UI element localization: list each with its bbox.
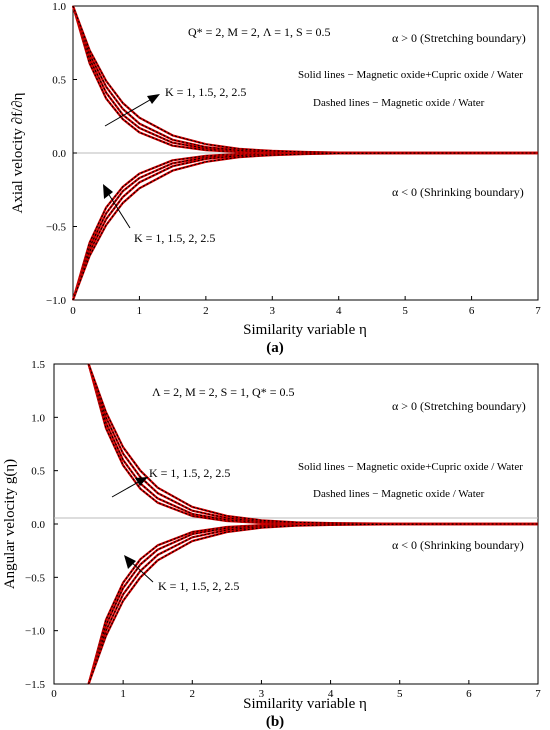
panel-a-stretching-dashed-curve (72, 5, 538, 154)
panel-a-x-tick-label: 7 (535, 305, 541, 317)
panel-a-lower-arrow-head (103, 184, 113, 199)
panel-a-x-tick-label: 0 (70, 305, 76, 317)
panel-a-shrinking-dashed-curve (72, 152, 538, 301)
panel-a-solid-note: Solid lines − Magnetic oxide+Cupric oxid… (298, 69, 523, 81)
panel-a-shrinking-solid-curve (71, 151, 538, 301)
panel-b-label: (b) (266, 714, 284, 730)
panel-b-k-lower-label: K = 1, 1.5, 2, 2.5 (158, 579, 239, 593)
panel-b-x-ticks: 0 1 2 3 4 5 6 7 (51, 680, 541, 700)
panel-a-y-tick-label: −1.0 (46, 295, 66, 307)
panel-a-upper-arrow-shaft (104, 96, 156, 127)
panel-a-shrinking-dashed-curve (72, 152, 538, 301)
panel-b-params: Λ = 2, M = 2, S = 1, Q* = 0.5 (152, 385, 294, 399)
panel-a-x-tick-label: 5 (402, 305, 408, 317)
panel-a-shrinking-solid-curve (71, 151, 538, 301)
panel-b-y-tick-label: −0.5 (25, 572, 45, 584)
panel-a-y-tick-label: 1.0 (52, 1, 66, 13)
panel-b-y-tick-label: 0.5 (31, 466, 45, 478)
panel-b-x-tick-label: 7 (535, 688, 541, 700)
panel-a: 0 1 2 3 4 5 6 7 1.0 0.5 0.0 −0.5 −1.0 Similarity va… (10, 1, 541, 356)
panel-a-y-tick-label: 0.0 (52, 148, 66, 160)
panel-b-solid-note: Solid lines − Magnetic oxide+Cupric oxid… (298, 461, 523, 473)
panel-b-x-tick-label: 2 (190, 688, 196, 700)
panel-a-curves (71, 5, 538, 301)
panel-b-stretching-label: α > 0 (Stretching boundary) (392, 399, 526, 413)
panel-b-y-tick-label: 1.0 (31, 412, 45, 424)
panel-a-x-tick-label: 4 (336, 305, 342, 317)
panel-b-upper-arrow-head (135, 477, 148, 486)
panel-a-label: (a) (266, 340, 284, 356)
panel-a-x-tick-label: 1 (137, 305, 143, 317)
panel-a-shrinking-dashed-curve (72, 152, 538, 301)
panel-b-y-tick-label: −1.5 (25, 679, 45, 691)
panel-a-shrinking-solid-curve (71, 151, 538, 301)
panel-b-shrinking-dashed-curve (88, 523, 538, 685)
panel-a-stretching-label: α > 0 (Stretching boundary) (392, 31, 526, 45)
panel-b-curves (87, 363, 538, 685)
panel-b-y-ticks: 1.5 1.0 0.5 0.0 −0.5 −1.0 −1.5 (25, 359, 58, 691)
panel-b-x-tick-label: 4 (328, 688, 334, 700)
panel-b-y-tick-label: 1.5 (31, 359, 45, 371)
panel-b-y-tick-label: −1.0 (25, 626, 45, 638)
panel-b-x-tick-label: 6 (466, 688, 472, 700)
panel-a-shrinking-label: α < 0 (Shrinking boundary) (392, 185, 524, 199)
panel-a-x-tick-label: 6 (469, 305, 475, 317)
panel-a-y-label: Axial velocity ∂f/∂η (10, 92, 26, 213)
panel-b-x-tick-label: 1 (120, 688, 126, 700)
panel-a-lower-arrow-shaft (105, 189, 131, 229)
panel-a-x-label: Similarity variable η (243, 322, 367, 338)
panel-b: 0 1 2 3 4 5 6 7 1.5 1.0 0.5 0.0 −0.5 −1.0 −1.5 Simila… (2, 359, 541, 730)
panel-b-x-label: Similarity variable η (243, 696, 367, 712)
panel-b-upper-arrow-shaft (111, 479, 143, 498)
panel-b-lower-arrow-head (124, 555, 136, 569)
panel-a-x-tick-label: 3 (270, 305, 276, 317)
panel-a-k-upper-label: K = 1, 1.5, 2, 2.5 (165, 85, 246, 99)
panel-b-y-label: Angular velocity g(η) (2, 459, 18, 589)
panel-a-y-tick-label: −0.5 (46, 222, 66, 234)
panel-a-params: Q* = 2, M = 2, Λ = 1, S = 0.5 (188, 25, 330, 39)
panel-a-y-ticks: 1.0 0.5 0.0 −0.5 −1.0 (46, 1, 77, 307)
panel-b-k-upper-label: K = 1, 1.5, 2, 2.5 (149, 466, 230, 480)
panel-a-upper-arrow-head (147, 94, 160, 104)
panel-b-x-tick-label: 0 (51, 688, 57, 700)
panel-a-y-tick-label: 0.5 (52, 75, 66, 87)
panel-a-x-tick-label: 2 (203, 305, 209, 317)
panel-a-dashed-note: Dashed lines − Magnetic oxide / Water (313, 97, 485, 109)
panel-b-dashed-note: Dashed lines − Magnetic oxide / Water (313, 488, 485, 500)
panel-a-shrinking-solid-curve (71, 151, 538, 301)
panel-a-x-ticks: 0 1 2 3 4 5 6 7 (70, 296, 541, 317)
panel-a-shrinking-dashed-curve (72, 152, 538, 301)
panel-b-shrinking-label: α < 0 (Shrinking boundary) (392, 538, 524, 552)
panel-a-k-lower-label: K = 1, 1.5, 2, 2.5 (134, 231, 215, 245)
panel-b-x-tick-label: 5 (397, 688, 403, 700)
panel-b-x-tick-label: 3 (259, 688, 265, 700)
panel-b-y-tick-label: 0.0 (31, 519, 45, 531)
